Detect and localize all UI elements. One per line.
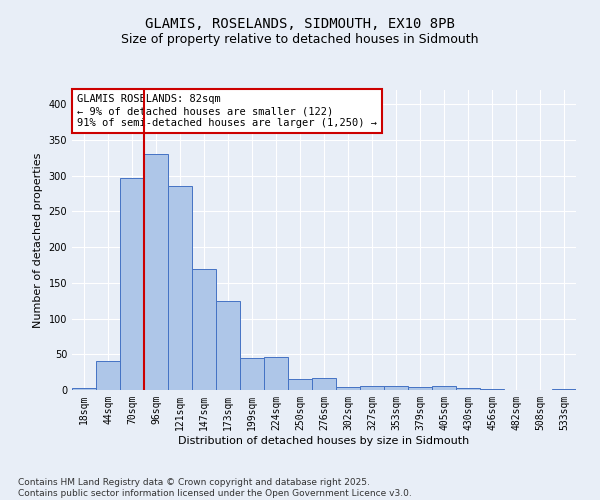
Bar (144, 154, 168, 390)
Text: Size of property relative to detached houses in Sidmouth: Size of property relative to detached ho… (121, 32, 479, 46)
Bar (120, 178, 144, 390)
Bar (408, 387, 432, 390)
Bar (312, 378, 336, 390)
Bar (336, 387, 360, 390)
Bar (456, 388, 480, 390)
Text: GLAMIS, ROSELANDS, SIDMOUTH, EX10 8PB: GLAMIS, ROSELANDS, SIDMOUTH, EX10 8PB (145, 18, 455, 32)
Bar (264, 357, 288, 390)
Y-axis label: Number of detached properties: Number of detached properties (33, 152, 43, 328)
Bar (432, 386, 456, 390)
Bar (384, 386, 408, 390)
Bar (240, 358, 264, 390)
Bar (288, 378, 312, 390)
Bar (216, 300, 240, 390)
Bar (192, 268, 216, 390)
Text: Contains HM Land Registry data © Crown copyright and database right 2025.
Contai: Contains HM Land Registry data © Crown c… (18, 478, 412, 498)
Text: GLAMIS ROSELANDS: 82sqm
← 9% of detached houses are smaller (122)
91% of semi-de: GLAMIS ROSELANDS: 82sqm ← 9% of detached… (77, 94, 377, 128)
Bar (168, 186, 192, 390)
X-axis label: Distribution of detached houses by size in Sidmouth: Distribution of detached houses by size … (178, 436, 470, 446)
Bar (72, 388, 96, 390)
Bar (96, 362, 120, 390)
Bar (360, 386, 384, 390)
